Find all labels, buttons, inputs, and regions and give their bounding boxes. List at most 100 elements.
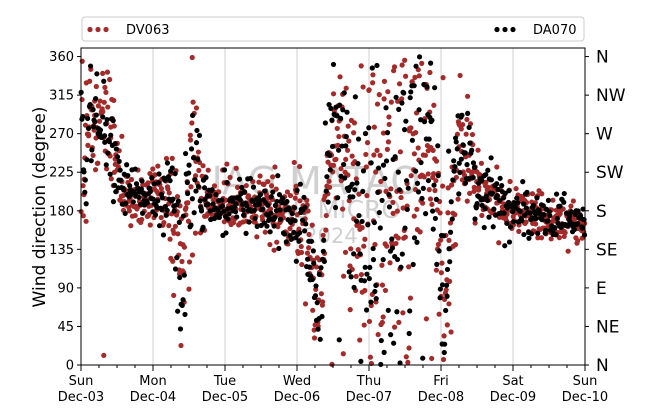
data-point — [427, 196, 434, 202]
data-point — [311, 335, 318, 341]
data-point — [126, 208, 132, 214]
data-point — [393, 94, 399, 100]
data-point — [419, 195, 425, 202]
data-point — [292, 218, 298, 224]
data-point — [333, 156, 339, 162]
legend-dot — [87, 26, 93, 33]
data-point — [348, 246, 354, 252]
data-point — [545, 218, 551, 224]
data-point — [506, 239, 513, 245]
data-point — [351, 130, 357, 136]
data-point — [192, 230, 199, 236]
data-point — [189, 252, 196, 258]
data-point — [92, 119, 98, 125]
compass-label-4: S — [596, 202, 607, 222]
data-point — [181, 272, 187, 278]
data-point — [434, 261, 440, 267]
data-point — [102, 139, 108, 145]
data-point — [373, 282, 379, 289]
data-point — [457, 72, 463, 79]
data-point — [451, 168, 457, 174]
data-point — [167, 236, 173, 242]
data-point — [93, 83, 99, 90]
data-point — [396, 81, 403, 87]
data-point — [181, 244, 188, 250]
data-point — [345, 123, 351, 129]
data-point — [469, 131, 476, 138]
data-point — [390, 210, 396, 216]
data-point — [100, 109, 106, 115]
data-point — [394, 208, 400, 214]
data-point — [424, 84, 430, 90]
data-point — [446, 148, 452, 154]
data-point — [420, 355, 426, 361]
data-point — [414, 239, 420, 245]
data-point — [302, 301, 309, 307]
data-point — [397, 149, 403, 155]
data-point — [455, 196, 461, 202]
data-point — [114, 154, 121, 160]
data-point — [81, 169, 87, 175]
data-point — [452, 164, 458, 170]
data-point — [313, 264, 320, 270]
data-point — [271, 247, 277, 253]
data-point — [456, 191, 462, 197]
data-point — [444, 282, 450, 288]
data-point — [250, 198, 256, 204]
data-point — [353, 176, 359, 182]
data-point — [302, 228, 308, 234]
data-point — [256, 179, 262, 185]
data-point — [405, 359, 411, 365]
data-point — [386, 121, 392, 128]
data-point — [84, 157, 90, 163]
data-point — [224, 161, 230, 167]
data-point — [196, 167, 202, 173]
data-point — [393, 240, 399, 247]
data-point — [292, 195, 298, 201]
data-point — [329, 117, 335, 123]
data-point — [580, 206, 586, 212]
data-point — [501, 210, 507, 216]
data-point — [361, 278, 368, 284]
data-point — [146, 211, 152, 217]
data-point — [188, 146, 195, 152]
data-point — [374, 101, 381, 107]
data-point — [361, 243, 367, 249]
data-point — [402, 234, 408, 240]
data-point — [189, 196, 195, 202]
data-point — [192, 173, 199, 179]
data-point — [130, 199, 136, 205]
data-point — [403, 73, 409, 79]
data-point — [364, 271, 370, 277]
data-point — [438, 237, 444, 243]
data-point — [389, 245, 396, 251]
data-point — [177, 326, 184, 332]
data-point — [366, 318, 373, 325]
data-point — [90, 152, 96, 159]
data-point — [472, 216, 478, 222]
data-point — [370, 245, 376, 252]
data-point — [108, 132, 114, 138]
data-point — [195, 156, 201, 162]
data-point — [87, 102, 93, 108]
data-point — [276, 192, 283, 198]
data-point — [84, 115, 91, 122]
data-point — [433, 196, 439, 202]
data-point — [373, 169, 379, 175]
data-point — [496, 214, 502, 220]
data-point — [378, 178, 384, 185]
data-point — [176, 219, 182, 225]
data-point — [425, 171, 431, 177]
data-point — [385, 89, 391, 95]
data-point — [234, 214, 240, 220]
data-point — [232, 209, 239, 215]
data-point — [326, 184, 333, 190]
compass-axis: N NE E SE S SW W NW N — [585, 48, 626, 376]
data-point — [100, 70, 106, 76]
data-point — [444, 266, 451, 273]
compass-label-7: NW — [596, 86, 626, 106]
data-point — [479, 202, 485, 208]
data-point — [93, 112, 99, 118]
data-point — [380, 314, 386, 320]
legend-dot — [510, 26, 516, 33]
